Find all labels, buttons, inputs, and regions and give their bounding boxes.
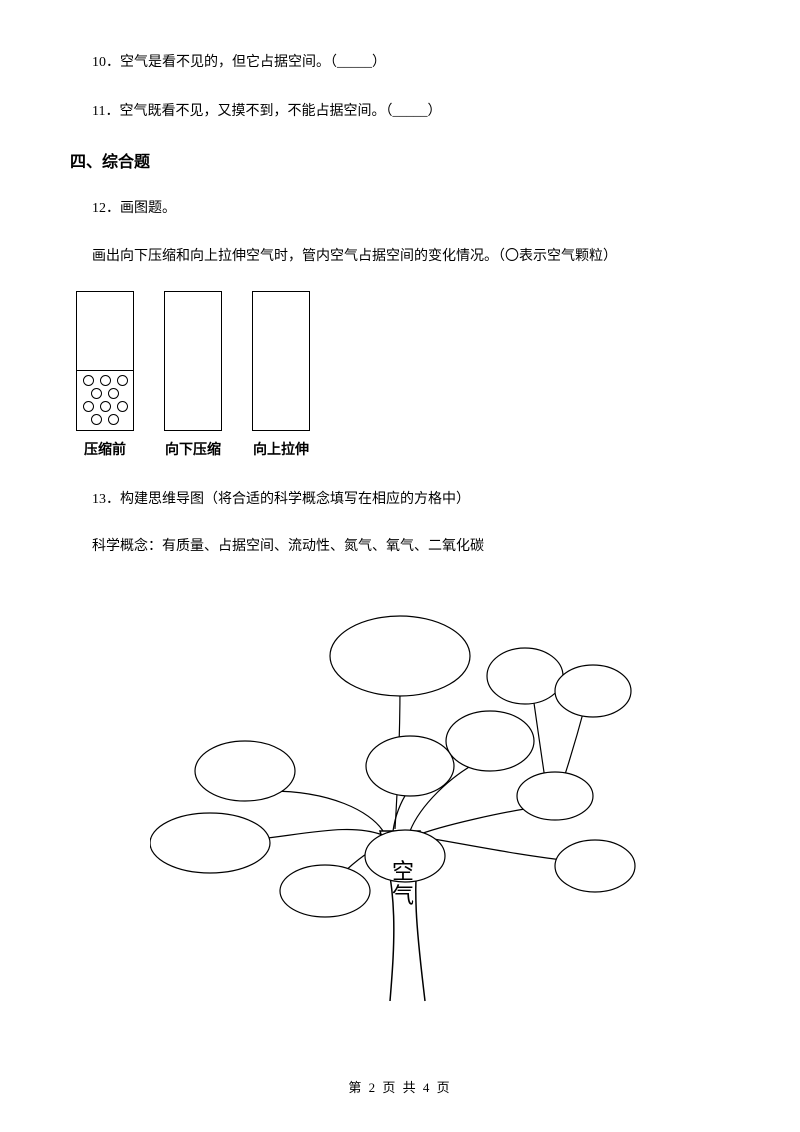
air-particle [83, 375, 94, 386]
air-particle [100, 375, 111, 386]
air-particle [117, 375, 128, 386]
concept-ellipse [330, 616, 470, 696]
concept-ellipse [150, 813, 270, 873]
air-particle [100, 401, 111, 412]
air-particle [117, 401, 128, 412]
page-footer: 第 2 页 共 4 页 [0, 1077, 800, 1096]
tube-before-label: 压缩前 [84, 439, 126, 459]
tree-label-text: 空气 [392, 859, 414, 908]
tree-svg: 空气 [150, 581, 670, 1011]
tube-down: 向下压缩 [164, 291, 222, 459]
concept-ellipse [280, 865, 370, 917]
tube-down-rect [164, 291, 222, 431]
concept-tree: 空气 [150, 581, 730, 1016]
concept-ellipse [555, 840, 635, 892]
question-12-title: 12．画图题。 [92, 196, 730, 221]
concept-ellipse [446, 711, 534, 771]
tube-up: 向上拉伸 [252, 291, 310, 459]
question-11: 11．空气既看不见，又摸不到，不能占据空间。（_____） [92, 99, 730, 124]
concept-ellipse [487, 648, 563, 704]
air-particle [83, 401, 94, 412]
air-particle [108, 388, 119, 399]
question-13-concepts: 科学概念：有质量、占据空间、流动性、氮气、氧气、二氧化碳 [92, 534, 730, 559]
section-4-heading: 四、综合题 [70, 148, 730, 172]
tube-before: 压缩前 [76, 291, 134, 459]
air-particle [108, 414, 119, 425]
concept-ellipse [195, 741, 295, 801]
tube-up-rect [252, 291, 310, 431]
question-10: 10．空气是看不见的，但它占据空间。（_____） [92, 50, 730, 75]
tubes-diagram: 压缩前 向下压缩 向上拉伸 [76, 291, 730, 459]
question-13-title: 13．构建思维导图（将合适的科学概念填写在相应的方格中） [92, 487, 730, 512]
concept-ellipse [555, 665, 631, 717]
concept-ellipse [517, 772, 593, 820]
tube-before-rect [76, 291, 134, 431]
question-12-desc: 画出向下压缩和向上拉伸空气时，管内空气占据空间的变化情况。（〇表示空气颗粒） [92, 244, 730, 269]
air-particle [91, 388, 102, 399]
tree-branch [270, 791, 383, 831]
tube-particles [77, 370, 133, 430]
tube-up-label: 向上拉伸 [253, 439, 309, 459]
concept-ellipse [366, 736, 454, 796]
tube-down-label: 向下压缩 [165, 439, 221, 459]
air-particle [91, 414, 102, 425]
